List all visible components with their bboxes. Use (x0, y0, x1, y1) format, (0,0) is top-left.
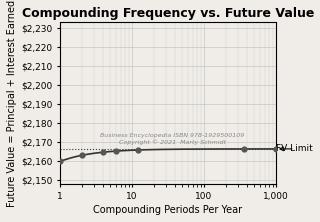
Point (58, 160, 63, 163)
Point (79, 154, 84, 157)
Text: Business Encyclopedia ISBN 978-1929500109
Copyright © 2021  Marty Schmidt: Business Encyclopedia ISBN 978-192950010… (100, 133, 244, 145)
Y-axis label: Future Value = Principal + Interest Earned: Future Value = Principal + Interest Earn… (7, 0, 17, 207)
Point (114, 149, 119, 153)
Title: Compounding Frequency vs. Future Value: Compounding Frequency vs. Future Value (22, 7, 314, 20)
X-axis label: Compounding Periods Per Year: Compounding Periods Per Year (93, 205, 243, 215)
Point (273, 147, 278, 151)
Point (242, 147, 247, 151)
Point (135, 148, 140, 152)
Text: FV Limit: FV Limit (276, 144, 313, 153)
Point (101, 150, 106, 154)
